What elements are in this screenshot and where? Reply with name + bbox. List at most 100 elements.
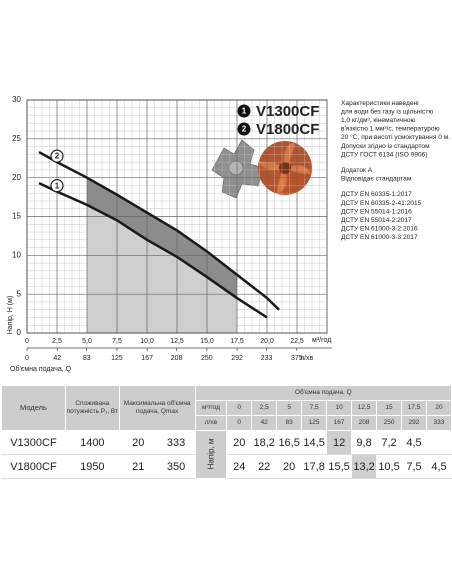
y-axis-label: Напір, Н (м)	[6, 296, 14, 335]
head-cell: 20	[226, 430, 253, 455]
y-tick-label: 20	[12, 173, 21, 182]
power-cell: 1400	[64, 430, 120, 455]
note-line: ДСТУ EN 60335-1:2017	[341, 191, 412, 198]
x2-tick-label: 83	[83, 355, 91, 362]
model-cell: V1300CF	[1, 430, 66, 455]
head-cell: 9,8	[351, 430, 378, 455]
head-cell: 10,5	[376, 454, 403, 479]
head-label: Напір, м	[194, 430, 228, 479]
chart: Напір, Н (м) Об'ємна подача, Q м³/год л/…	[6, 95, 450, 373]
note-line: Додаток А	[341, 167, 373, 174]
x2-tick-label: 42	[53, 355, 61, 362]
head-cell: 4,5	[425, 454, 452, 479]
flow-cell: 292	[401, 415, 427, 431]
note-line: ДСТУ EN 61000-3-2:2016	[341, 226, 418, 233]
unit-cell: м³/год	[194, 400, 228, 416]
flow-cell: 17,5	[401, 400, 427, 416]
header-cell: Максимальна об'ємна подача, Qmax	[118, 385, 196, 431]
y-tick-label: 25	[12, 134, 21, 143]
flow-cell: 250	[376, 415, 403, 431]
head-cell: 13,2	[351, 454, 378, 479]
flow-cell: 15	[376, 400, 403, 416]
flow-cell: 20	[425, 400, 452, 416]
note-line: Характеристики наведені	[341, 99, 419, 107]
curve	[38, 181, 268, 319]
note-line: ДСТУ EN 55014-2:2017	[341, 217, 412, 224]
y-tick-label: 10	[12, 250, 21, 259]
y-tick-label: 15	[12, 212, 21, 221]
legend-label: V1800CF	[256, 121, 319, 138]
x2-tick-label: 208	[171, 355, 183, 362]
note-line: 20 °C, при висоті усмоктування 0 м.	[341, 133, 450, 141]
head-cell: 18,2	[251, 430, 278, 455]
x-tick-label: 17,5	[230, 338, 244, 345]
qmax-cell: 350	[156, 454, 196, 479]
head-label: Напір, м	[205, 438, 215, 470]
head-cell: 14,5	[301, 430, 328, 455]
header-cell: Модель	[1, 385, 66, 431]
x2-tick-label: 375	[291, 355, 303, 362]
shaded-area	[87, 204, 237, 333]
x-unit: м³/год	[312, 337, 331, 344]
flow-cell: 42	[251, 415, 278, 431]
head-cell: 7,5	[401, 454, 427, 479]
note-line: в'язкістю 1 мм²/с, температурою	[341, 125, 440, 133]
note-line: ДСТУ EN 61000-3-3:2017	[341, 234, 418, 241]
shaded-area	[87, 177, 237, 299]
flow-cell: 7,5	[301, 400, 328, 416]
flow-cell: 208	[351, 415, 378, 431]
x-axis-label: Об'ємна подача, Q	[10, 365, 72, 373]
curve-marker	[50, 149, 64, 163]
head-cell: 22	[251, 454, 278, 479]
data-table: Модель Споживана потужність P₁, Вт Максима…	[1, 385, 452, 479]
flow-cell: 125	[301, 415, 328, 431]
head-cell	[425, 430, 452, 455]
qmax-cell: 20	[118, 430, 158, 455]
qmax-cell: 333	[156, 430, 196, 455]
flow-cell: 0	[226, 415, 253, 431]
legend-badge-label: 1	[242, 107, 247, 116]
x2-tick-label: 250	[201, 355, 213, 362]
x-tick-label: 12,5	[170, 338, 184, 345]
legend-badge-label: 2	[242, 125, 247, 134]
x-tick-label: 15,0	[200, 338, 214, 345]
note-line: Відповідає стандартам	[341, 175, 412, 183]
x-tick-label: 22,5	[290, 338, 304, 345]
x-tick-label: 10,0	[140, 338, 154, 345]
x2-tick-label: 233	[261, 355, 273, 362]
head-cell: 4,5	[401, 430, 427, 455]
curve-marker	[50, 179, 64, 193]
plot-frame	[26, 99, 328, 334]
legend-badge	[237, 104, 251, 118]
y-tick-label: 30	[12, 95, 21, 104]
note-line: ДСТУ EN 55014-1:2016	[341, 208, 412, 215]
flow-cell: 2,5	[251, 400, 278, 416]
head-cell: 17,8	[301, 454, 328, 479]
x2-unit: л/хв	[300, 355, 314, 362]
y-tick-label: 0	[17, 328, 22, 337]
flow-cell: 333	[425, 415, 452, 431]
note-line: ДСТУ ГОСТ 6134 (ISO 9906)	[341, 151, 428, 158]
head-cell: 12	[326, 430, 353, 455]
note-line: ДСТУ EN 60335-2-41:2015	[341, 200, 422, 207]
header-cell: Об'ємна подача, Q	[194, 385, 452, 401]
head-cell: 15,5	[326, 454, 353, 479]
curve-marker-label: 2	[55, 152, 60, 161]
note-line: для води без газу із щільністю	[341, 107, 433, 115]
header-cell: Споживана потужність P₁, Вт	[64, 385, 120, 431]
model-cell: V1800CF	[1, 454, 66, 479]
flow-cell: 5	[276, 400, 303, 416]
flow-cell: 12,5	[351, 400, 378, 416]
y-tick-label: 5	[17, 289, 22, 298]
flow-cell: 167	[326, 415, 353, 431]
flow-cell: 10	[326, 400, 353, 416]
power-cell: 1950	[64, 454, 120, 479]
legend-label: V1300CF	[256, 103, 319, 120]
x2-tick-label: 167	[141, 355, 153, 362]
x-tick-label: 20,0	[260, 338, 274, 345]
qmax-cell: 21	[118, 454, 158, 479]
x2-tick-label: 125	[111, 355, 123, 362]
curve	[38, 150, 280, 311]
note-line: 1,0 кг/дм³, кінематичною	[341, 116, 416, 124]
